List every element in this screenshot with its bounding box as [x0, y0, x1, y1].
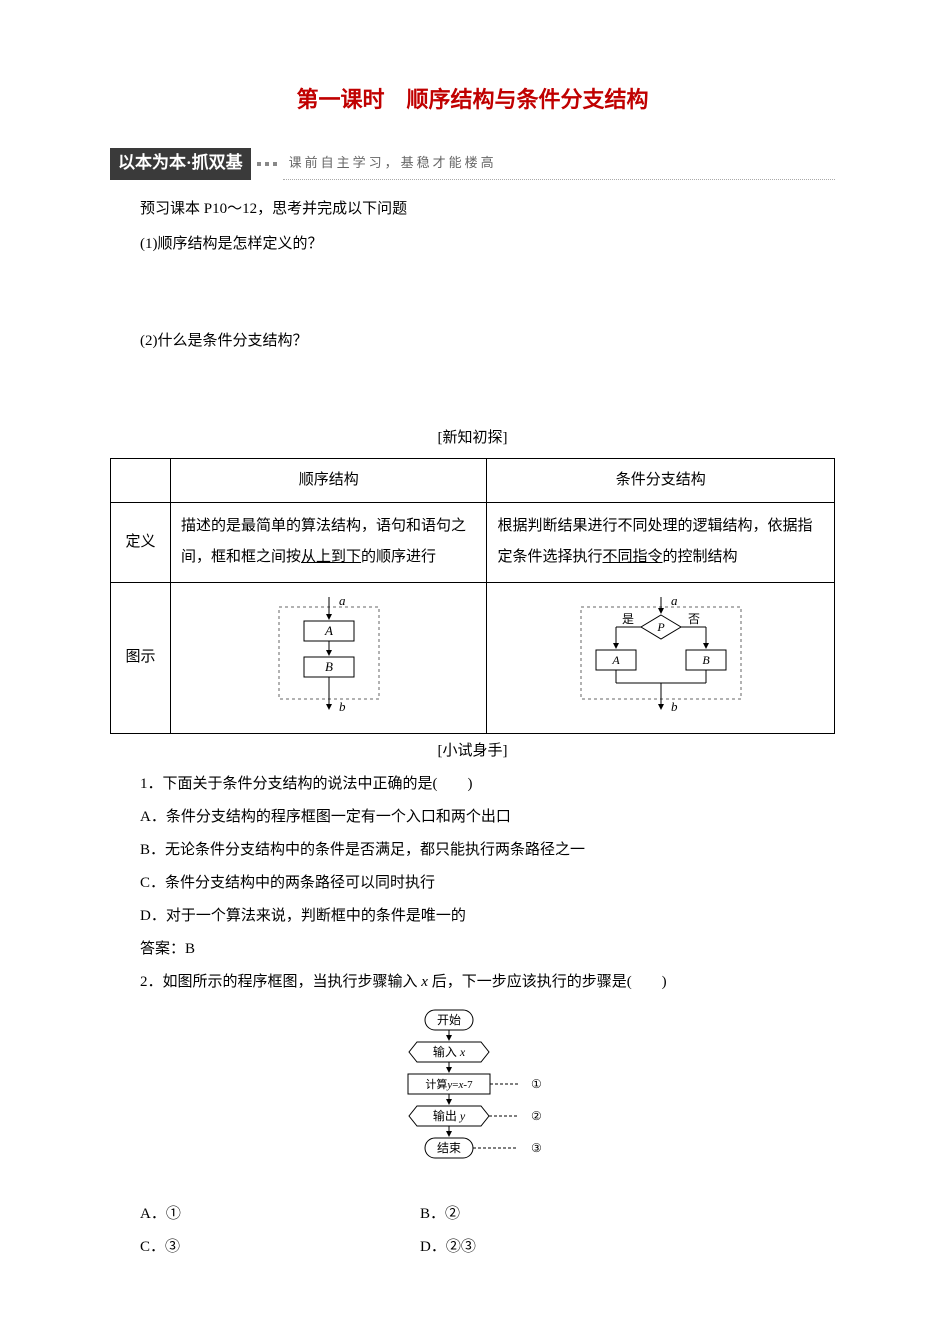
section-new-knowledge: [新知初探] — [110, 425, 835, 452]
col-head-sequence: 顺序结构 — [171, 458, 487, 502]
svg-text:输入 x: 输入 x — [432, 1044, 465, 1059]
svg-text:a: a — [671, 593, 678, 608]
col-head-condition: 条件分支结构 — [487, 458, 835, 502]
svg-text:计算y=x-7: 计算y=x-7 — [425, 1077, 473, 1091]
quiz2-stem: 2．如图所示的程序框图，当执行步骤输入 x 后，下一步应该执行的步骤是( ) — [140, 969, 835, 996]
svg-text:a: a — [339, 593, 346, 608]
quiz1-opt-d: D．对于一个算法来说，判断框中的条件是唯一的 — [140, 903, 835, 930]
quiz2-opt-b: B．② — [420, 1201, 700, 1228]
question-2: (2)什么是条件分支结构？ — [140, 328, 835, 355]
row-label-definition: 定义 — [111, 502, 171, 582]
question-1: (1)顺序结构是怎样定义的？ — [140, 231, 835, 258]
svg-text:A: A — [611, 653, 620, 667]
svg-text:①: ① — [531, 1077, 542, 1091]
svg-text:否: 否 — [688, 612, 700, 626]
diagram-sequence: a A B b — [171, 582, 487, 733]
comparison-table: 顺序结构 条件分支结构 定义 描述的是最简单的算法结构，语句和语句之间，框和框之… — [110, 458, 835, 734]
table-corner — [111, 458, 171, 502]
quiz1-opt-c: C．条件分支结构中的两条路径可以同时执行 — [140, 870, 835, 897]
quiz2-flowchart: 开始 输入 x 计算y=x-7 ① 输出 y ② 结束 ③ — [110, 1006, 835, 1191]
quiz1-answer: 答案：B — [140, 936, 835, 963]
quiz2-options-row1: A．① B．② — [140, 1201, 835, 1228]
quiz2-opt-d: D．②③ — [420, 1234, 700, 1261]
svg-text:P: P — [656, 620, 665, 634]
banner: 以本为本·抓双基 课前自主学习，基稳才能楼高 — [110, 148, 835, 180]
def-sequence: 描述的是最简单的算法结构，语句和语句之间，框和框之间按从上到下的顺序进行 — [171, 502, 487, 582]
row-label-diagram: 图示 — [111, 582, 171, 733]
quiz2-opt-c: C．③ — [140, 1234, 420, 1261]
quiz1-opt-b: B．无论条件分支结构中的条件是否满足，都只能执行两条路径之一 — [140, 837, 835, 864]
svg-text:B: B — [325, 659, 333, 674]
diagram-condition: a P 是 否 A B b — [487, 582, 835, 733]
page-title: 第一课时 顺序结构与条件分支结构 — [110, 80, 835, 120]
quiz2-options-row2: C．③ D．②③ — [140, 1234, 835, 1261]
svg-text:b: b — [339, 699, 346, 713]
banner-dots — [257, 148, 277, 180]
svg-text:②: ② — [531, 1109, 542, 1123]
svg-text:是: 是 — [622, 612, 634, 626]
def-condition: 根据判断结果进行不同处理的逻辑结构，依据指定条件选择执行不同指令的控制结构 — [487, 502, 835, 582]
banner-sub: 课前自主学习，基稳才能楼高 — [283, 148, 835, 180]
svg-text:b: b — [671, 699, 678, 713]
quiz1-opt-a: A．条件分支结构的程序框图一定有一个入口和两个出口 — [140, 804, 835, 831]
banner-main: 以本为本·抓双基 — [110, 148, 251, 180]
svg-text:B: B — [702, 653, 710, 667]
intro-text: 预习课本 P10～12，思考并完成以下问题 — [140, 196, 835, 223]
svg-text:结束: 结束 — [436, 1141, 460, 1155]
quiz1-stem: 1．下面关于条件分支结构的说法中正确的是( ) — [140, 771, 835, 798]
svg-text:A: A — [324, 623, 333, 638]
quiz2-opt-a: A．① — [140, 1201, 420, 1228]
svg-text:开始: 开始 — [436, 1013, 460, 1027]
svg-text:③: ③ — [531, 1141, 542, 1155]
section-try: [小试身手] — [110, 738, 835, 765]
svg-text:输出 y: 输出 y — [432, 1108, 465, 1123]
